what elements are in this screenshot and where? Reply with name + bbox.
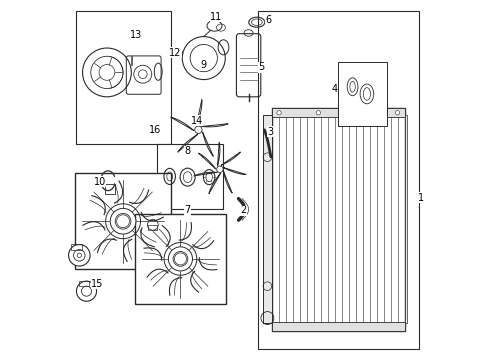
Bar — [135, 214, 225, 304]
Text: 2: 2 — [240, 206, 246, 216]
Text: 4: 4 — [332, 84, 338, 94]
Bar — [272, 108, 405, 117]
Circle shape — [69, 244, 90, 266]
Bar — [338, 62, 387, 126]
Circle shape — [195, 126, 202, 134]
Circle shape — [395, 111, 399, 115]
Text: 7: 7 — [185, 206, 191, 216]
Bar — [76, 12, 172, 144]
Text: 14: 14 — [191, 116, 203, 126]
Circle shape — [277, 111, 281, 115]
Bar — [405, 116, 408, 323]
Text: 8: 8 — [185, 146, 191, 156]
Circle shape — [110, 208, 136, 234]
Text: 5: 5 — [258, 62, 264, 72]
Text: 6: 6 — [265, 15, 271, 26]
Bar — [272, 321, 405, 330]
Text: 10: 10 — [94, 177, 106, 187]
Circle shape — [76, 281, 97, 301]
Circle shape — [356, 111, 360, 115]
Text: 15: 15 — [91, 279, 103, 289]
Bar — [72, 244, 82, 250]
Text: 1: 1 — [417, 193, 424, 203]
Bar — [157, 144, 223, 209]
Text: 11: 11 — [210, 12, 222, 22]
Text: 3: 3 — [267, 127, 273, 136]
Text: 13: 13 — [129, 30, 142, 40]
Circle shape — [217, 166, 223, 172]
Bar — [263, 116, 272, 323]
Text: 9: 9 — [200, 60, 206, 70]
Circle shape — [169, 247, 193, 271]
Bar — [272, 108, 405, 330]
Bar — [75, 173, 172, 269]
Bar — [105, 184, 115, 194]
Bar — [258, 12, 419, 348]
Bar — [79, 281, 89, 286]
Circle shape — [316, 111, 320, 115]
Bar — [148, 225, 157, 230]
Text: 16: 16 — [148, 125, 161, 135]
Text: 12: 12 — [169, 48, 181, 58]
